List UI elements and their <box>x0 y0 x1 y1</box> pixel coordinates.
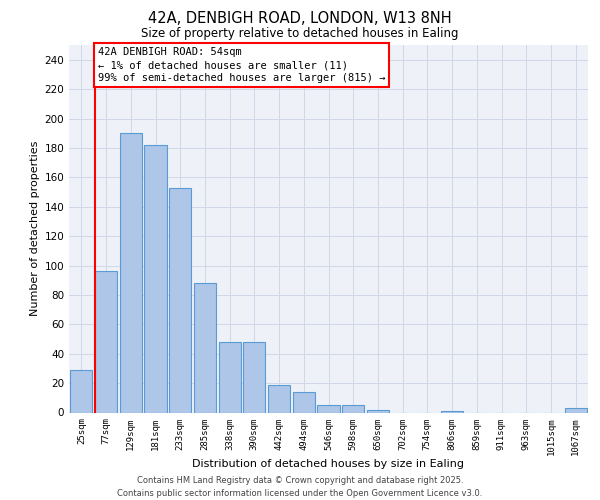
Bar <box>441 411 463 412</box>
Text: Size of property relative to detached houses in Ealing: Size of property relative to detached ho… <box>141 28 459 40</box>
Bar <box>70 370 92 412</box>
Bar <box>194 283 216 412</box>
Bar <box>243 342 265 412</box>
Bar <box>218 342 241 412</box>
Bar <box>119 133 142 412</box>
X-axis label: Distribution of detached houses by size in Ealing: Distribution of detached houses by size … <box>193 459 464 469</box>
Bar <box>169 188 191 412</box>
Bar <box>293 392 315 412</box>
Bar <box>317 405 340 412</box>
Bar <box>145 145 167 412</box>
Text: 42A, DENBIGH ROAD, LONDON, W13 8NH: 42A, DENBIGH ROAD, LONDON, W13 8NH <box>148 11 452 26</box>
Bar <box>367 410 389 412</box>
Text: 42A DENBIGH ROAD: 54sqm
← 1% of detached houses are smaller (11)
99% of semi-det: 42A DENBIGH ROAD: 54sqm ← 1% of detached… <box>98 47 385 83</box>
Bar <box>268 384 290 412</box>
Bar <box>565 408 587 412</box>
Text: Contains HM Land Registry data © Crown copyright and database right 2025.
Contai: Contains HM Land Registry data © Crown c… <box>118 476 482 498</box>
Bar <box>95 272 117 412</box>
Bar <box>342 405 364 412</box>
Y-axis label: Number of detached properties: Number of detached properties <box>30 141 40 316</box>
